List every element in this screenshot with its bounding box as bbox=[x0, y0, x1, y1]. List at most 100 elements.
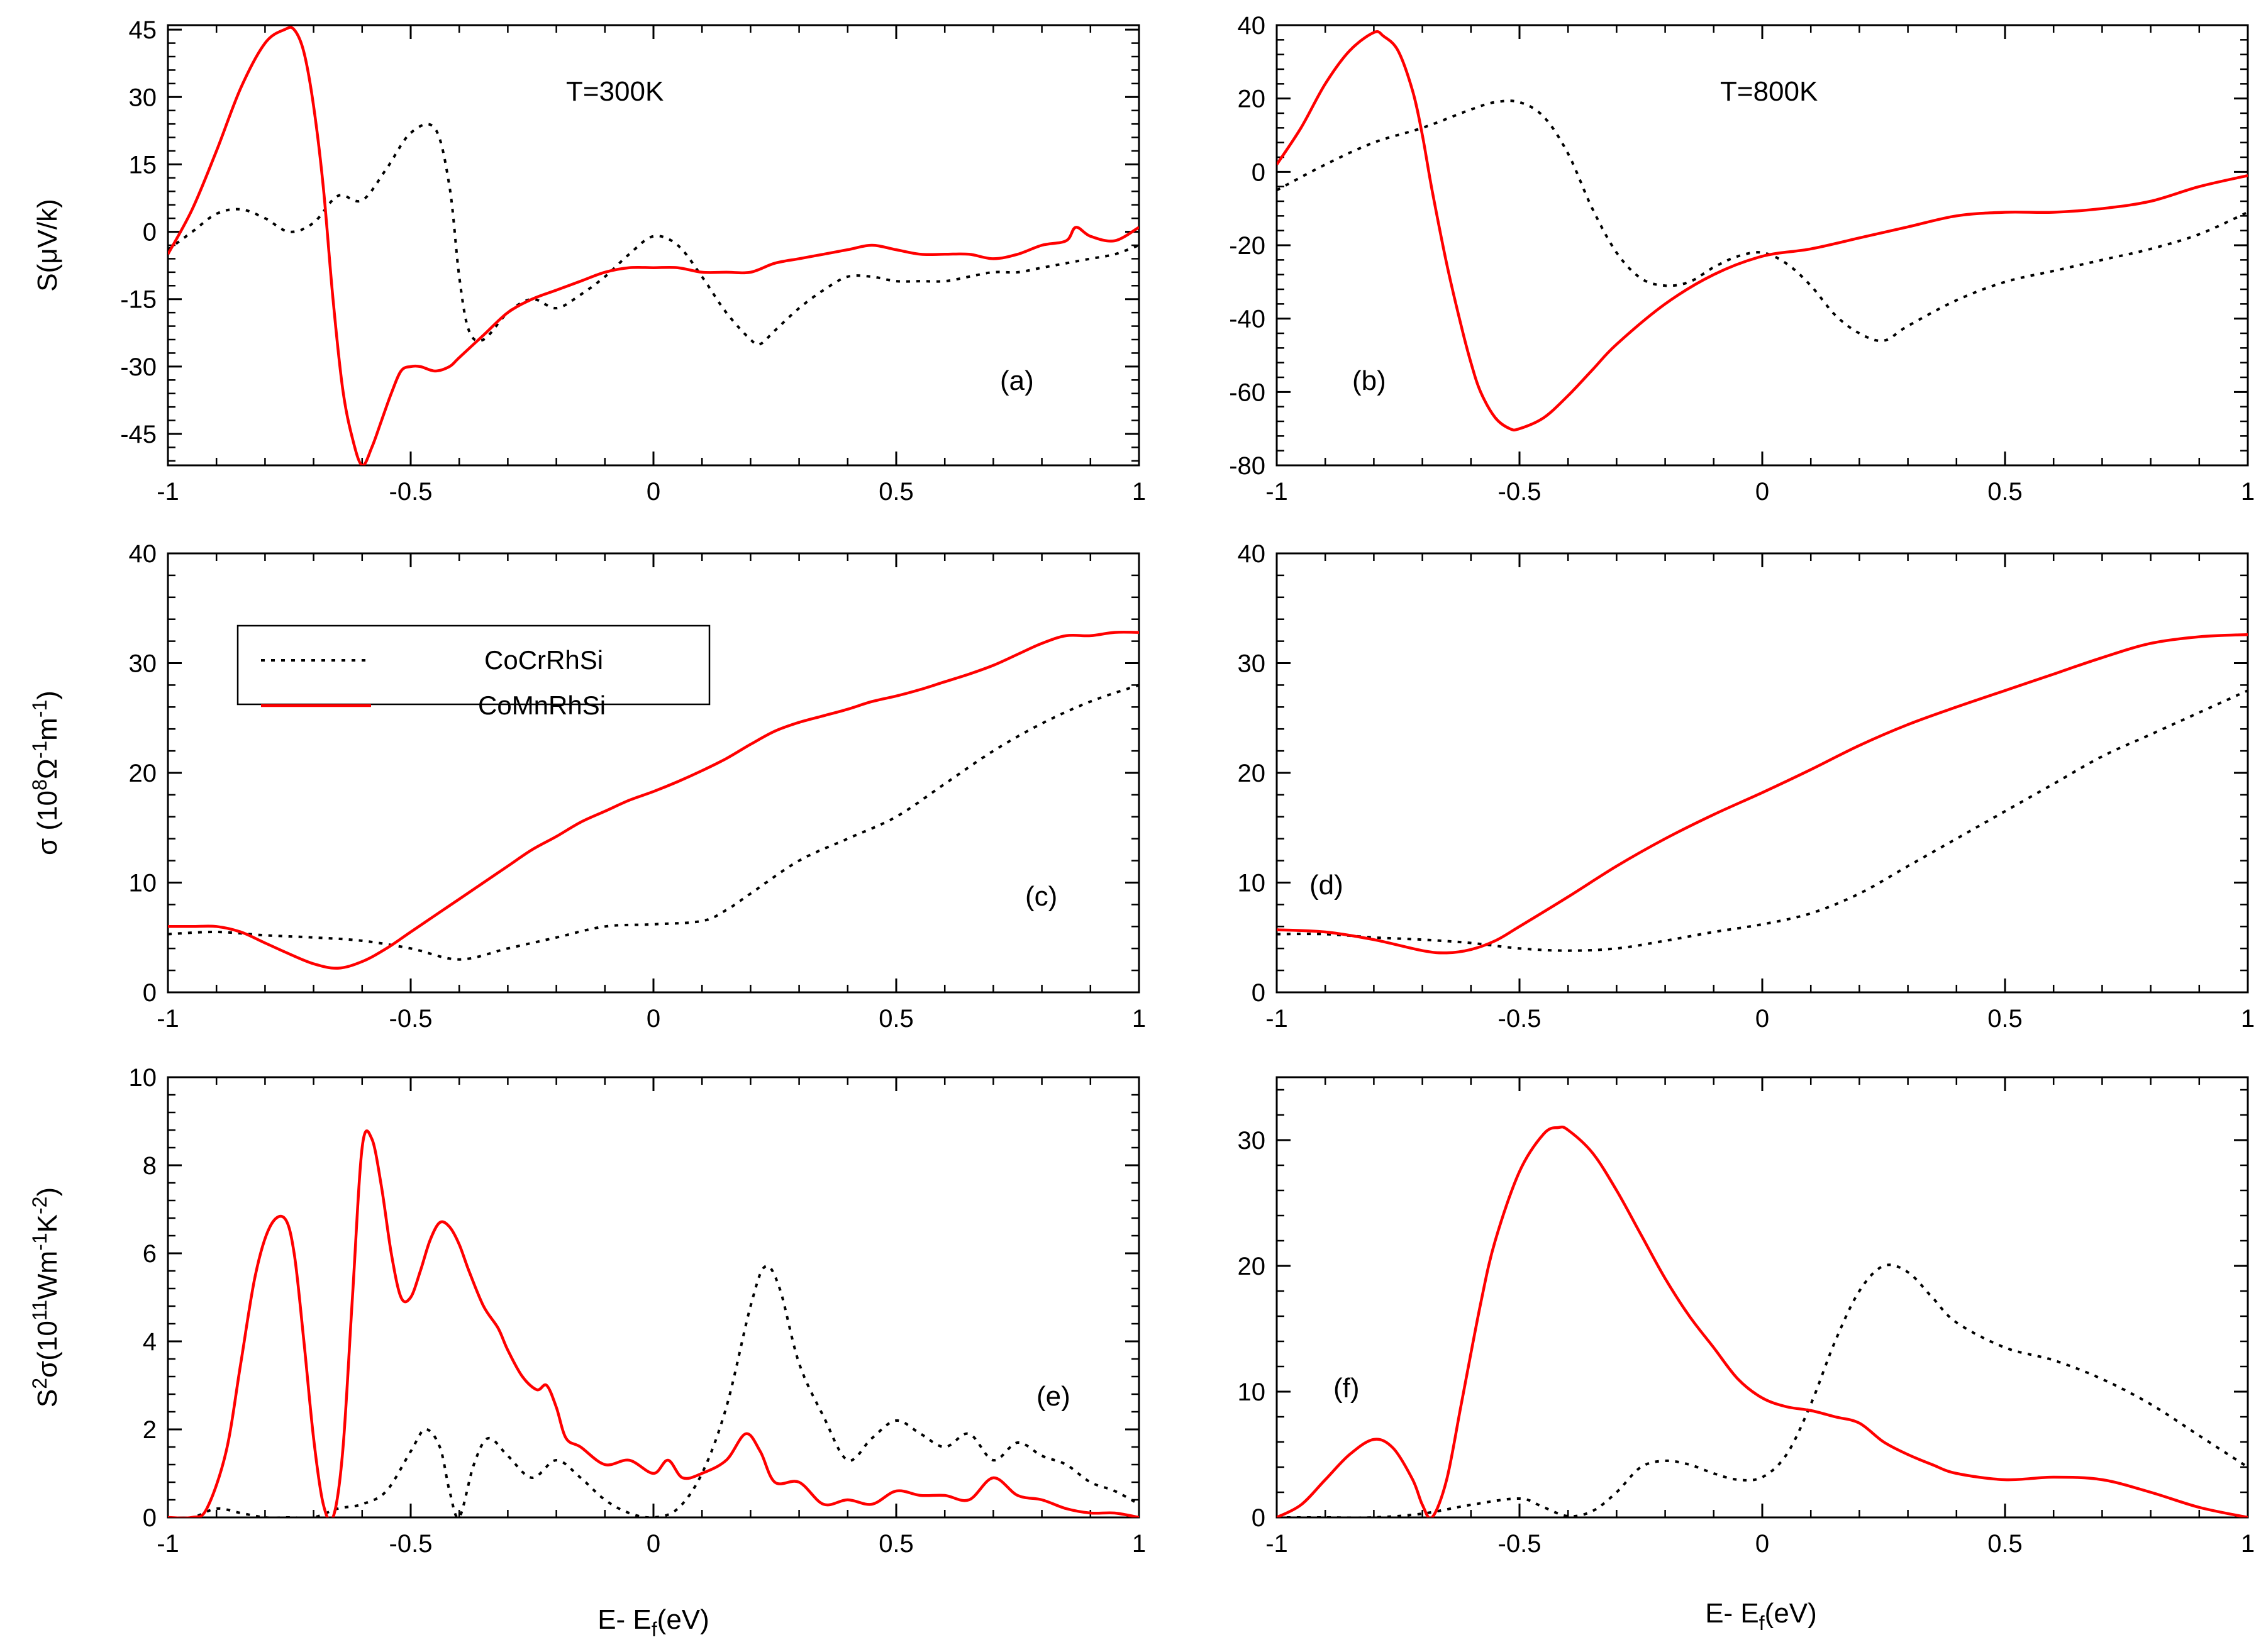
y-tick-label: 8 bbox=[143, 1152, 157, 1180]
x-tick-label: 0 bbox=[647, 1005, 660, 1033]
y-tick-label: 0 bbox=[143, 1504, 157, 1532]
y-tick-label: 0 bbox=[1252, 158, 1265, 186]
series-line-comnrhsi bbox=[168, 26, 1139, 465]
series-line-comnrhsi bbox=[1277, 1125, 2248, 1517]
panel-e-xlabel: E- Ef(eV) bbox=[597, 1604, 709, 1641]
y-tick-label: 10 bbox=[1238, 1378, 1266, 1406]
series-line-comnrhsi bbox=[168, 1129, 1139, 1517]
panel-b: -1 -0.5 0 0.5 1 -80 -60 -40 -20 0 20 40 T=800K (b) bbox=[1229, 12, 2255, 506]
y-tick-label: -30 bbox=[120, 353, 157, 381]
x-tick-label: 0 bbox=[1755, 478, 1769, 506]
panel-a-panel-label: (a) bbox=[1000, 365, 1034, 396]
y-tick-label: -80 bbox=[1229, 452, 1265, 480]
x-tick-label: 0.5 bbox=[1987, 1005, 2023, 1033]
panel-b-panel-label: (b) bbox=[1352, 365, 1386, 396]
series-line-comnrhsi bbox=[168, 630, 1139, 970]
x-tick-label: 1 bbox=[2241, 478, 2255, 506]
x-tick-label: -1 bbox=[157, 1005, 179, 1033]
panel-e-panel-label: (e) bbox=[1036, 1381, 1070, 1412]
x-tick-label: 0 bbox=[647, 478, 660, 506]
x-tick-label: -1 bbox=[157, 478, 179, 506]
y-tick-label: 20 bbox=[1238, 760, 1266, 787]
panel-a-marks: -1 -0.5 0 0.5 1 -45 -30 -15 0 15 30 45 bbox=[120, 16, 1146, 506]
y-tick-label: 30 bbox=[1238, 1127, 1266, 1155]
y-tick-label: 4 bbox=[143, 1328, 157, 1356]
y-tick-label: 45 bbox=[129, 16, 157, 44]
x-tick-label: 1 bbox=[1132, 1005, 1146, 1033]
x-tick-label: 0.5 bbox=[1987, 1530, 2023, 1558]
y-tick-label: -45 bbox=[120, 421, 157, 448]
legend-label-comnrhsi: CoMnRhSi bbox=[478, 690, 606, 720]
panel-a-ylabel: S(μV/k) bbox=[32, 199, 63, 292]
panel-e-frame bbox=[167, 1076, 1140, 1519]
y-tick-label: 20 bbox=[1238, 1253, 1266, 1280]
series-line-comnrhsi bbox=[1277, 633, 2248, 955]
y-tick-label: 20 bbox=[129, 760, 157, 787]
y-tick-label: 40 bbox=[1238, 12, 1266, 40]
x-tick-label: 1 bbox=[1132, 1530, 1146, 1558]
panel-f-frame bbox=[1275, 1076, 2249, 1519]
series-line-cocrrhsi bbox=[1277, 689, 2248, 952]
panel-c-frame bbox=[167, 552, 1140, 994]
panel-b-annotation: T=800K bbox=[1720, 76, 1818, 107]
panel-a-annotation: T=300K bbox=[566, 76, 664, 107]
panel-d-frame bbox=[1275, 552, 2249, 994]
legend-label-cocrrhsi: CoCrRhSi bbox=[484, 645, 603, 675]
y-tick-label: 6 bbox=[143, 1240, 157, 1268]
x-tick-label: 1 bbox=[2241, 1005, 2255, 1033]
x-tick-label: -1 bbox=[157, 1530, 179, 1558]
x-tick-label: -1 bbox=[1265, 1005, 1288, 1033]
x-tick-label: -0.5 bbox=[389, 478, 433, 506]
panel-d-panel-label: (d) bbox=[1309, 870, 1343, 901]
x-tick-label: -0.5 bbox=[389, 1530, 433, 1558]
x-tick-label: 0 bbox=[1755, 1005, 1769, 1033]
panel-c-panel-label: (c) bbox=[1025, 881, 1057, 912]
series-line-cocrrhsi bbox=[168, 684, 1139, 961]
y-tick-label: 30 bbox=[129, 650, 157, 678]
x-tick-label: 0.5 bbox=[879, 1530, 914, 1558]
series-line-cocrrhsi bbox=[1277, 99, 2248, 343]
x-tick-label: -1 bbox=[1265, 478, 1288, 506]
series-line-comnrhsi bbox=[1277, 30, 2248, 432]
y-tick-label: 0 bbox=[143, 219, 157, 247]
y-tick-label: 15 bbox=[129, 151, 157, 179]
y-tick-label: 20 bbox=[1238, 86, 1266, 113]
panel-f-panel-label: (f) bbox=[1333, 1373, 1360, 1404]
legend-box bbox=[236, 624, 711, 706]
y-tick-label: 10 bbox=[129, 1064, 157, 1092]
legend: CoCrRhSi CoMnRhSi bbox=[236, 624, 711, 720]
x-tick-label: -0.5 bbox=[1498, 1530, 1542, 1558]
panel-e-ylabel: S2σ(1011Wm-1K-2) bbox=[28, 1187, 63, 1407]
x-tick-label: 0.5 bbox=[879, 478, 914, 506]
x-tick-label: -0.5 bbox=[1498, 1005, 1542, 1033]
y-tick-label: 2 bbox=[143, 1416, 157, 1444]
y-tick-label: -60 bbox=[1229, 379, 1265, 406]
y-tick-label: -15 bbox=[120, 286, 157, 314]
y-tick-label: 30 bbox=[129, 84, 157, 111]
y-tick-label: 10 bbox=[129, 870, 157, 897]
series-line-cocrrhsi bbox=[168, 123, 1139, 346]
y-tick-label: 0 bbox=[1252, 979, 1265, 1007]
series-line-cocrrhsi bbox=[1277, 1263, 2248, 1517]
series-line-cocrrhsi bbox=[168, 1265, 1139, 1517]
x-tick-label: 0.5 bbox=[1987, 478, 2023, 506]
y-tick-label: -20 bbox=[1229, 232, 1265, 260]
y-tick-label: 10 bbox=[1238, 870, 1266, 897]
y-tick-label: 40 bbox=[129, 540, 157, 568]
y-tick-label: 0 bbox=[1252, 1504, 1265, 1532]
y-tick-label: -40 bbox=[1229, 306, 1265, 333]
x-tick-label: -1 bbox=[1265, 1530, 1288, 1558]
x-tick-label: 0 bbox=[1755, 1530, 1769, 1558]
x-tick-label: -0.5 bbox=[389, 1005, 433, 1033]
x-tick-label: 0 bbox=[647, 1530, 660, 1558]
x-tick-label: 1 bbox=[1132, 478, 1146, 506]
